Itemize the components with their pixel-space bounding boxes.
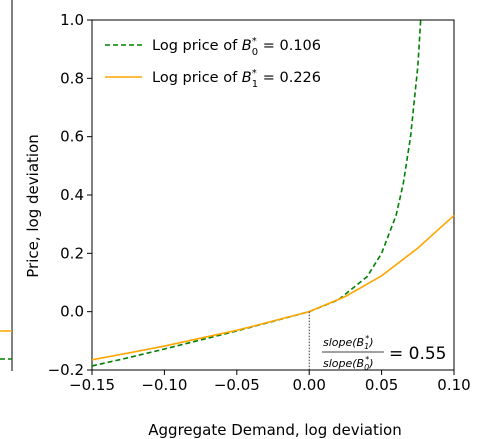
x-tick-label: −0.05 bbox=[214, 376, 260, 394]
slope-ratio-denominator: slope(B0*) bbox=[323, 355, 374, 372]
y-tick-label: 0.0 bbox=[60, 303, 84, 321]
y-tick-label: 0.6 bbox=[60, 128, 84, 146]
y-axis-label: Price, log deviation bbox=[24, 134, 42, 277]
y-axis-ticks: −0.2 0.0 0.2 0.4 0.6 0.8 1.0 bbox=[48, 11, 92, 379]
series-layer bbox=[91, 19, 455, 367]
legend: Log price of B* 0 = 0.106 Log price of B*… bbox=[105, 36, 321, 90]
slope-ratio-annotation: slope(B1*) slope(B0*) = 0.55 bbox=[322, 334, 447, 372]
y-tick-label: 0.4 bbox=[60, 186, 84, 204]
x-tick-label: 0.10 bbox=[437, 376, 470, 394]
left-panel-remnant bbox=[0, 0, 13, 371]
plot-area: −0.15 −0.10 −0.05 0.00 0.05 0.10 −0.2 0.0 0.2 0.… bbox=[48, 11, 471, 394]
y-tick-label: 0.2 bbox=[60, 244, 84, 262]
x-tick-label: 0.00 bbox=[292, 376, 325, 394]
x-tick-label: −0.15 bbox=[69, 376, 115, 394]
legend-label-0: Log price of B* 0 = 0.106 bbox=[152, 36, 321, 58]
y-tick-label: 0.8 bbox=[60, 69, 84, 87]
slope-ratio-value: = 0.55 bbox=[389, 344, 447, 364]
x-axis-label: Aggregate Demand, log deviation bbox=[148, 421, 401, 439]
x-tick-label: 0.05 bbox=[365, 376, 398, 394]
series-line-0 bbox=[91, 19, 422, 367]
series-line-1 bbox=[91, 214, 455, 361]
x-tick-label: −0.10 bbox=[141, 376, 187, 394]
y-tick-label: −0.2 bbox=[48, 361, 84, 379]
y-tick-label: 1.0 bbox=[60, 11, 84, 29]
x-axis-ticks: −0.15 −0.10 −0.05 0.00 0.05 0.10 bbox=[69, 370, 471, 394]
legend-label-1: Log price of B* 1 = 0.226 bbox=[152, 68, 321, 90]
slope-ratio-numerator: slope(B1*) bbox=[323, 334, 374, 351]
